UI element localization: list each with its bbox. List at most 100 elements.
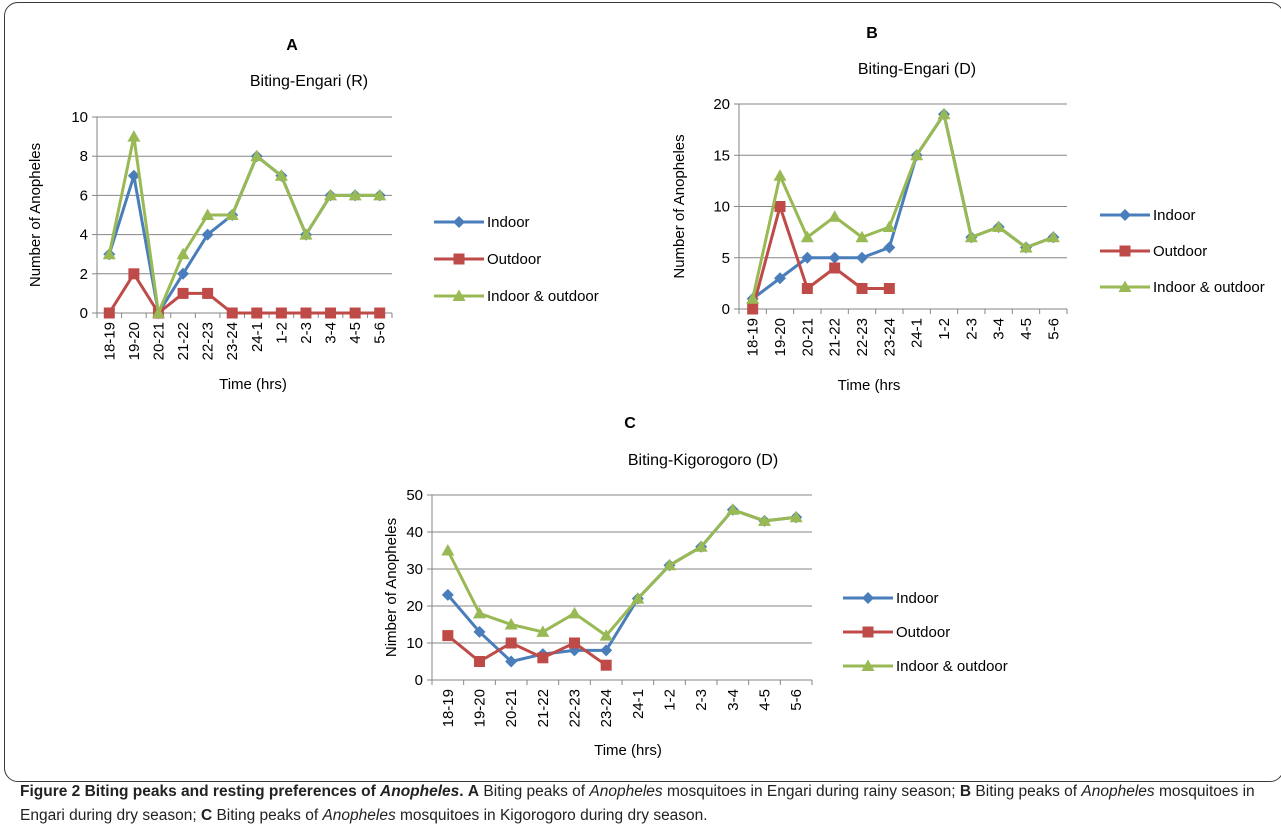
data-point xyxy=(828,251,841,264)
y-axis-label: Nimber of Anopheles xyxy=(383,518,400,657)
data-point xyxy=(882,220,896,232)
data-point xyxy=(275,307,287,319)
data-point xyxy=(747,303,759,315)
data-point xyxy=(128,268,140,280)
series-indoor-outdoor xyxy=(746,107,1060,304)
legend-marker xyxy=(1119,209,1131,221)
series-outdoor xyxy=(747,201,895,315)
data-point xyxy=(348,188,362,201)
series-outdoor xyxy=(103,268,386,319)
data-point xyxy=(694,540,708,552)
legend-entry: Indoor & outdoor xyxy=(434,288,599,305)
legend-entry: Outdoor xyxy=(843,624,950,641)
y-tick-label: 50 xyxy=(406,487,423,504)
legend-label: Indoor & outdoor xyxy=(896,658,1008,675)
data-point xyxy=(102,247,116,260)
legend-marker xyxy=(452,289,466,301)
legend-entry: Indoor & outdoor xyxy=(843,658,1008,675)
legend-label: Indoor xyxy=(896,590,939,607)
legend-marker xyxy=(453,216,465,228)
legend-label: Indoor & outdoor xyxy=(1153,279,1265,296)
x-tick-label: 20-21 xyxy=(503,689,520,727)
data-point xyxy=(992,220,1006,232)
figure-charts: A Biting-Engari (R) 0 2 4 6 8 10 18-19 19-20 20-21… xyxy=(27,25,1265,759)
chart-title: Biting-Engari (R) xyxy=(250,73,368,90)
x-tick-label: 18-19 xyxy=(101,322,118,360)
legend-entry: Indoor xyxy=(434,214,530,231)
legend-marker xyxy=(862,626,874,638)
data-point xyxy=(537,652,549,664)
data-point xyxy=(504,618,518,630)
x-tick-label: 21-22 xyxy=(827,318,844,356)
legend-label: Indoor & outdoor xyxy=(487,288,599,305)
chart-panel-c: C Biting-Kigorogoro (D) 0 10 20 30 40 50 18-19 19… xyxy=(383,415,1008,759)
data-point xyxy=(177,267,190,280)
x-tick-label: 22-23 xyxy=(567,689,584,727)
data-point xyxy=(274,169,288,181)
data-point xyxy=(505,637,517,649)
x-tick-label: 2-3 xyxy=(963,318,980,340)
x-tick-label: 1-2 xyxy=(273,322,290,344)
legend-entry: Indoor xyxy=(1100,207,1196,224)
x-tick-label: 5-6 xyxy=(1045,318,1062,340)
legend-marker xyxy=(1119,245,1131,257)
y-tick-label: 8 xyxy=(80,148,88,165)
x-tick-label: 21-22 xyxy=(535,689,552,727)
y-tick-label: 2 xyxy=(80,266,88,283)
x-tick-label: 20-21 xyxy=(799,318,816,356)
data-point xyxy=(801,283,813,294)
panel-label: C xyxy=(624,415,636,432)
caption-lead: Figure 2 Biting peaks and resting prefer… xyxy=(20,783,464,800)
data-point xyxy=(726,503,740,515)
data-point xyxy=(473,625,486,638)
x-tick-label: 5-6 xyxy=(788,689,805,711)
legend-label: Indoor xyxy=(1153,207,1196,224)
legend-marker xyxy=(861,659,875,671)
x-tick-label: 20-21 xyxy=(150,322,167,360)
x-tick-label: 19-20 xyxy=(472,689,489,727)
data-point xyxy=(202,287,214,299)
data-point xyxy=(774,201,786,212)
data-point xyxy=(828,210,842,222)
data-point xyxy=(300,307,312,319)
data-point xyxy=(474,656,485,667)
y-tick-label: 20 xyxy=(713,96,730,113)
data-point xyxy=(568,606,581,619)
series-line xyxy=(108,272,380,315)
x-tick-label: 22-23 xyxy=(200,322,217,360)
chart-title: Biting-Kigorogoro (D) xyxy=(628,452,778,469)
data-point xyxy=(103,307,115,319)
data-point xyxy=(349,307,361,319)
data-point xyxy=(251,307,263,319)
data-point xyxy=(600,659,612,671)
x-tick-label: 24-1 xyxy=(630,689,647,719)
chart-panel-b: B Biting-Engari (D) 0 5 10 15 20 18-19 19-20 20-2… xyxy=(671,25,1265,394)
y-tick-label: 6 xyxy=(80,187,88,204)
data-point xyxy=(829,262,841,274)
data-point xyxy=(599,629,613,641)
panel-label: B xyxy=(866,25,878,42)
x-tick-label: 18-19 xyxy=(440,689,457,727)
data-point xyxy=(325,307,337,319)
y-tick-label: 5 xyxy=(722,250,730,267)
data-point xyxy=(151,306,165,318)
panel-label: A xyxy=(286,37,298,54)
y-tick-label: 0 xyxy=(415,672,423,689)
x-tick-label: 3-4 xyxy=(991,318,1008,340)
data-point xyxy=(441,588,454,601)
data-point xyxy=(937,107,951,120)
data-point xyxy=(746,292,760,304)
data-point xyxy=(631,592,645,604)
y-tick-label: 40 xyxy=(406,524,423,541)
x-tick-label: 4-5 xyxy=(1018,318,1035,340)
series-line xyxy=(107,135,380,315)
data-point xyxy=(536,625,550,637)
series-outdoor xyxy=(442,630,612,671)
data-point xyxy=(883,241,896,254)
y-tick-label: 4 xyxy=(80,227,88,244)
legend-label: Outdoor xyxy=(487,251,541,268)
figure-frame xyxy=(4,2,1281,782)
y-axis-label: Number of Anopheles xyxy=(671,134,688,278)
data-point xyxy=(663,558,676,571)
y-tick-label: 10 xyxy=(713,199,730,216)
